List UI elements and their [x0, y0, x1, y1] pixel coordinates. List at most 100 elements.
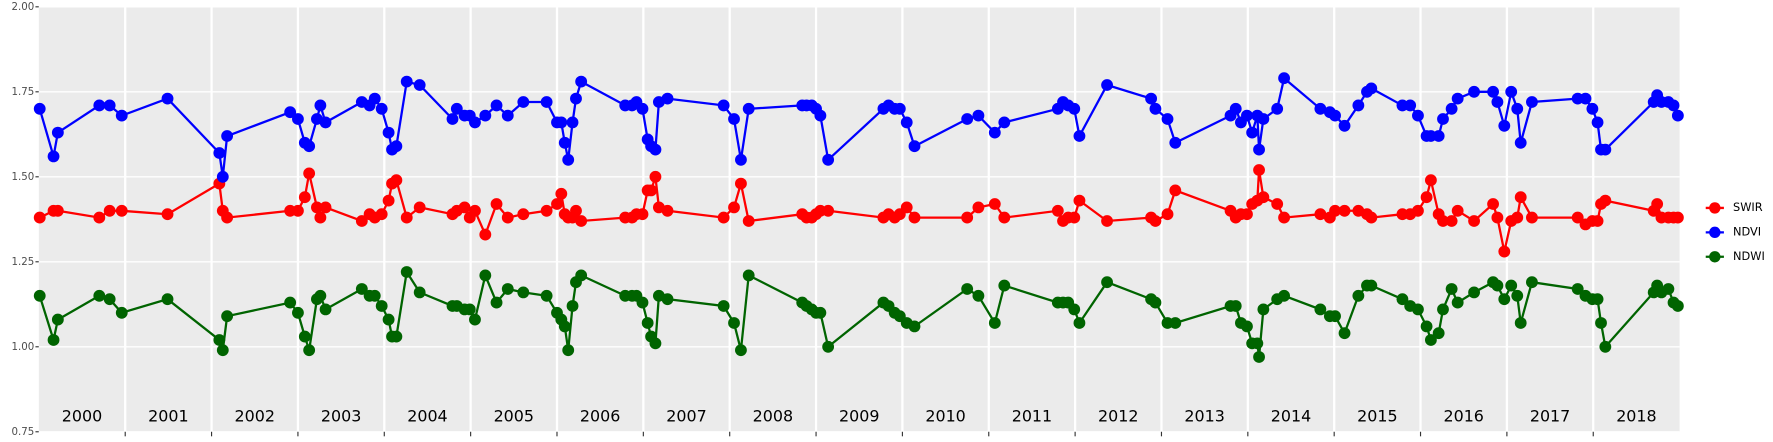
y-tick-label: 1.00: [12, 342, 35, 353]
point: [1149, 296, 1162, 309]
point: [649, 170, 662, 183]
point: [382, 194, 395, 207]
point: [1257, 303, 1270, 316]
point: [1445, 102, 1458, 115]
point: [998, 116, 1011, 129]
point: [1526, 96, 1538, 108]
point: [1314, 102, 1327, 115]
point: [298, 330, 311, 343]
point: [562, 153, 575, 166]
year-label: 2016: [1443, 407, 1483, 426]
point: [1505, 85, 1518, 98]
point: [1101, 79, 1113, 91]
point: [93, 211, 106, 224]
point: [1404, 99, 1417, 112]
point: [1487, 85, 1499, 98]
point: [1651, 198, 1664, 210]
point: [972, 201, 985, 214]
point: [717, 211, 730, 224]
point: [661, 293, 674, 306]
year-label: 2003: [321, 407, 361, 426]
legend-label: NDVI: [1733, 224, 1761, 238]
point: [1468, 215, 1480, 227]
point: [558, 320, 571, 333]
point: [1412, 204, 1424, 217]
point: [1412, 303, 1424, 316]
point: [908, 211, 921, 224]
point: [1161, 208, 1174, 221]
point: [540, 96, 553, 108]
point: [540, 204, 553, 217]
point: [728, 317, 740, 329]
point: [213, 147, 226, 159]
legend-point: [1709, 251, 1721, 263]
point: [319, 201, 332, 214]
point: [1253, 143, 1265, 156]
point: [1241, 109, 1253, 122]
point: [1068, 303, 1081, 316]
point: [221, 211, 234, 224]
point: [551, 198, 563, 210]
point: [501, 109, 514, 122]
year-label: 2010: [925, 407, 965, 426]
y-tick-label: 2.00: [12, 2, 35, 13]
point: [735, 344, 747, 357]
point: [1161, 113, 1174, 125]
point: [1514, 136, 1527, 149]
year-label: 2009: [839, 407, 879, 426]
point: [284, 106, 297, 119]
point: [1437, 215, 1449, 227]
point: [1487, 198, 1499, 210]
point: [575, 75, 588, 88]
point: [1671, 211, 1684, 224]
point: [1149, 102, 1162, 115]
legend-label: SWIR: [1733, 200, 1763, 214]
point: [1571, 283, 1584, 295]
point: [717, 99, 730, 112]
point: [1514, 191, 1527, 204]
point: [988, 317, 1001, 329]
point: [1498, 245, 1511, 258]
point: [1591, 293, 1604, 306]
point: [319, 303, 332, 316]
point: [93, 289, 106, 302]
y-tick-label: 0.75: [12, 427, 35, 438]
point: [1514, 317, 1527, 329]
point: [51, 126, 64, 139]
point: [1241, 208, 1253, 221]
point: [490, 99, 503, 112]
point: [1451, 204, 1464, 217]
year-label: 2015: [1357, 407, 1397, 426]
point: [1365, 211, 1378, 224]
point: [1278, 289, 1291, 302]
point: [1667, 99, 1680, 112]
point: [575, 215, 588, 227]
point: [1338, 119, 1351, 132]
point: [558, 136, 571, 149]
point: [649, 337, 662, 350]
point: [1278, 72, 1291, 85]
point: [1526, 276, 1538, 289]
point: [375, 102, 388, 115]
point: [115, 306, 128, 319]
point: [1424, 334, 1437, 346]
point: [292, 113, 304, 125]
point: [469, 204, 481, 217]
year-label: 2004: [407, 407, 447, 426]
point: [469, 313, 481, 326]
year-label: 2002: [235, 407, 275, 426]
point: [1149, 215, 1162, 227]
point: [1468, 85, 1480, 98]
point: [961, 283, 974, 295]
point: [390, 330, 403, 343]
point: [1365, 82, 1378, 95]
year-label: 2005: [494, 407, 534, 426]
point: [1068, 102, 1081, 115]
point: [1253, 351, 1265, 363]
point: [1253, 164, 1265, 176]
point: [636, 296, 649, 309]
point: [213, 334, 226, 346]
y-tick-label: 1.25: [12, 257, 35, 268]
point: [400, 266, 413, 278]
point: [1073, 130, 1086, 142]
